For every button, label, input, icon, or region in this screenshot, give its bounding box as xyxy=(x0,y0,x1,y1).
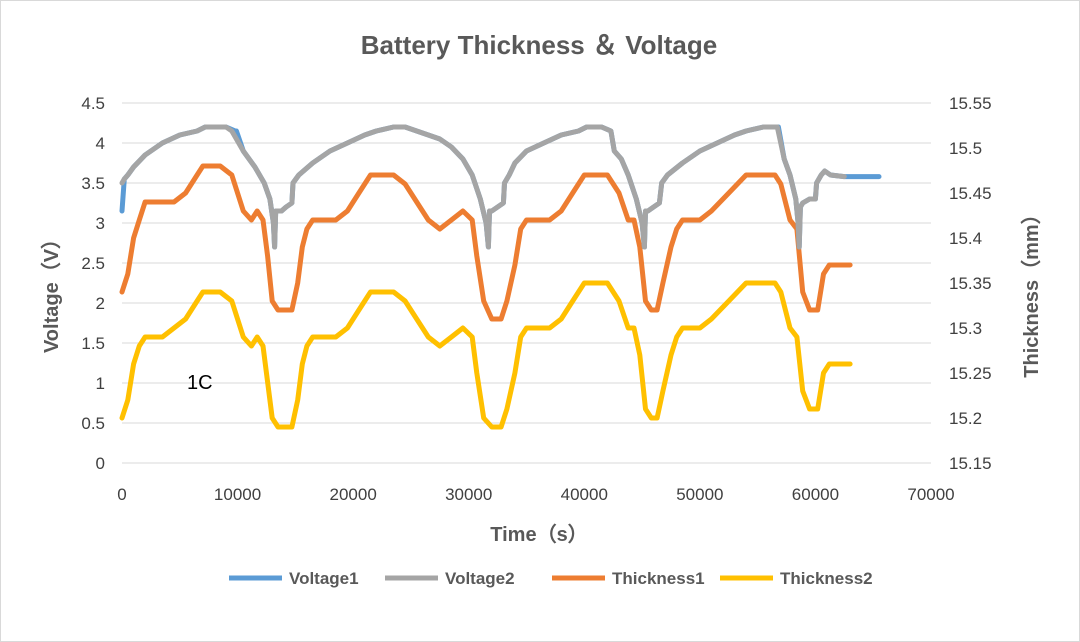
series-line-thickness1 xyxy=(119,163,853,322)
y-tick-left: 2.5 xyxy=(81,254,105,273)
y-tick-left: 4.5 xyxy=(81,94,105,113)
legend-label-voltage2: Voltage2 xyxy=(445,569,515,588)
y-tick-left: 1 xyxy=(96,374,105,393)
y-tick-left: 0 xyxy=(96,454,105,473)
y-tick-left: 3.5 xyxy=(81,174,105,193)
x-tick: 0 xyxy=(117,485,126,504)
y-tick-left: 0.5 xyxy=(81,414,105,433)
y-axis-left-ticks: 0 0.5 1 1.5 2 2.5 3 3.5 4 4.5 xyxy=(81,94,105,473)
y-tick-right: 15.3 xyxy=(949,319,982,338)
y-tick-left: 2 xyxy=(96,294,105,313)
x-tick: 50000 xyxy=(676,485,723,504)
legend-label-voltage1: Voltage1 xyxy=(289,569,359,588)
x-tick: 20000 xyxy=(330,485,377,504)
y-tick-right: 15.45 xyxy=(949,184,992,203)
y-tick-right: 15.15 xyxy=(949,454,992,473)
legend-label-thickness2: Thickness2 xyxy=(780,569,873,588)
series-line-thickness2 xyxy=(119,280,853,430)
x-tick: 60000 xyxy=(792,485,839,504)
x-axis-ticks: 0 10000 20000 30000 40000 50000 60000 70000 xyxy=(117,485,954,504)
x-axis-title: Time（s） xyxy=(490,523,587,546)
y-tick-left: 3 xyxy=(96,214,105,233)
y-axis-right-ticks: 15.15 15.2 15.25 15.3 15.35 15.4 15.45 15.5 15.5… xyxy=(949,94,992,473)
y-tick-left: 4 xyxy=(96,134,105,153)
series-layer xyxy=(119,124,882,430)
x-tick: 40000 xyxy=(561,485,608,504)
y-tick-right: 15.35 xyxy=(949,274,992,293)
y-axis-left-title: Voltage（V） xyxy=(40,229,63,353)
y-tick-right: 15.5 xyxy=(949,139,982,158)
legend-label-thickness1: Thickness1 xyxy=(612,569,705,588)
x-tick: 10000 xyxy=(214,485,261,504)
y-tick-right: 15.25 xyxy=(949,364,992,383)
y-tick-left: 1.5 xyxy=(81,334,105,353)
x-tick: 70000 xyxy=(907,485,954,504)
series-line-voltage2 xyxy=(119,124,847,250)
annotation-1c: 1C xyxy=(187,372,213,394)
y-axis-right-title: Thickness（mm） xyxy=(1020,204,1043,377)
chart-title: Battery Thickness ＆ Voltage xyxy=(361,30,717,60)
y-tick-right: 15.4 xyxy=(949,229,982,248)
y-tick-right: 15.2 xyxy=(949,409,982,428)
y-tick-right: 15.55 xyxy=(949,94,992,113)
gridlines xyxy=(122,102,931,464)
x-tick: 30000 xyxy=(445,485,492,504)
legend: Voltage1 Voltage2 Thickness1 Thickness2 xyxy=(229,569,873,588)
